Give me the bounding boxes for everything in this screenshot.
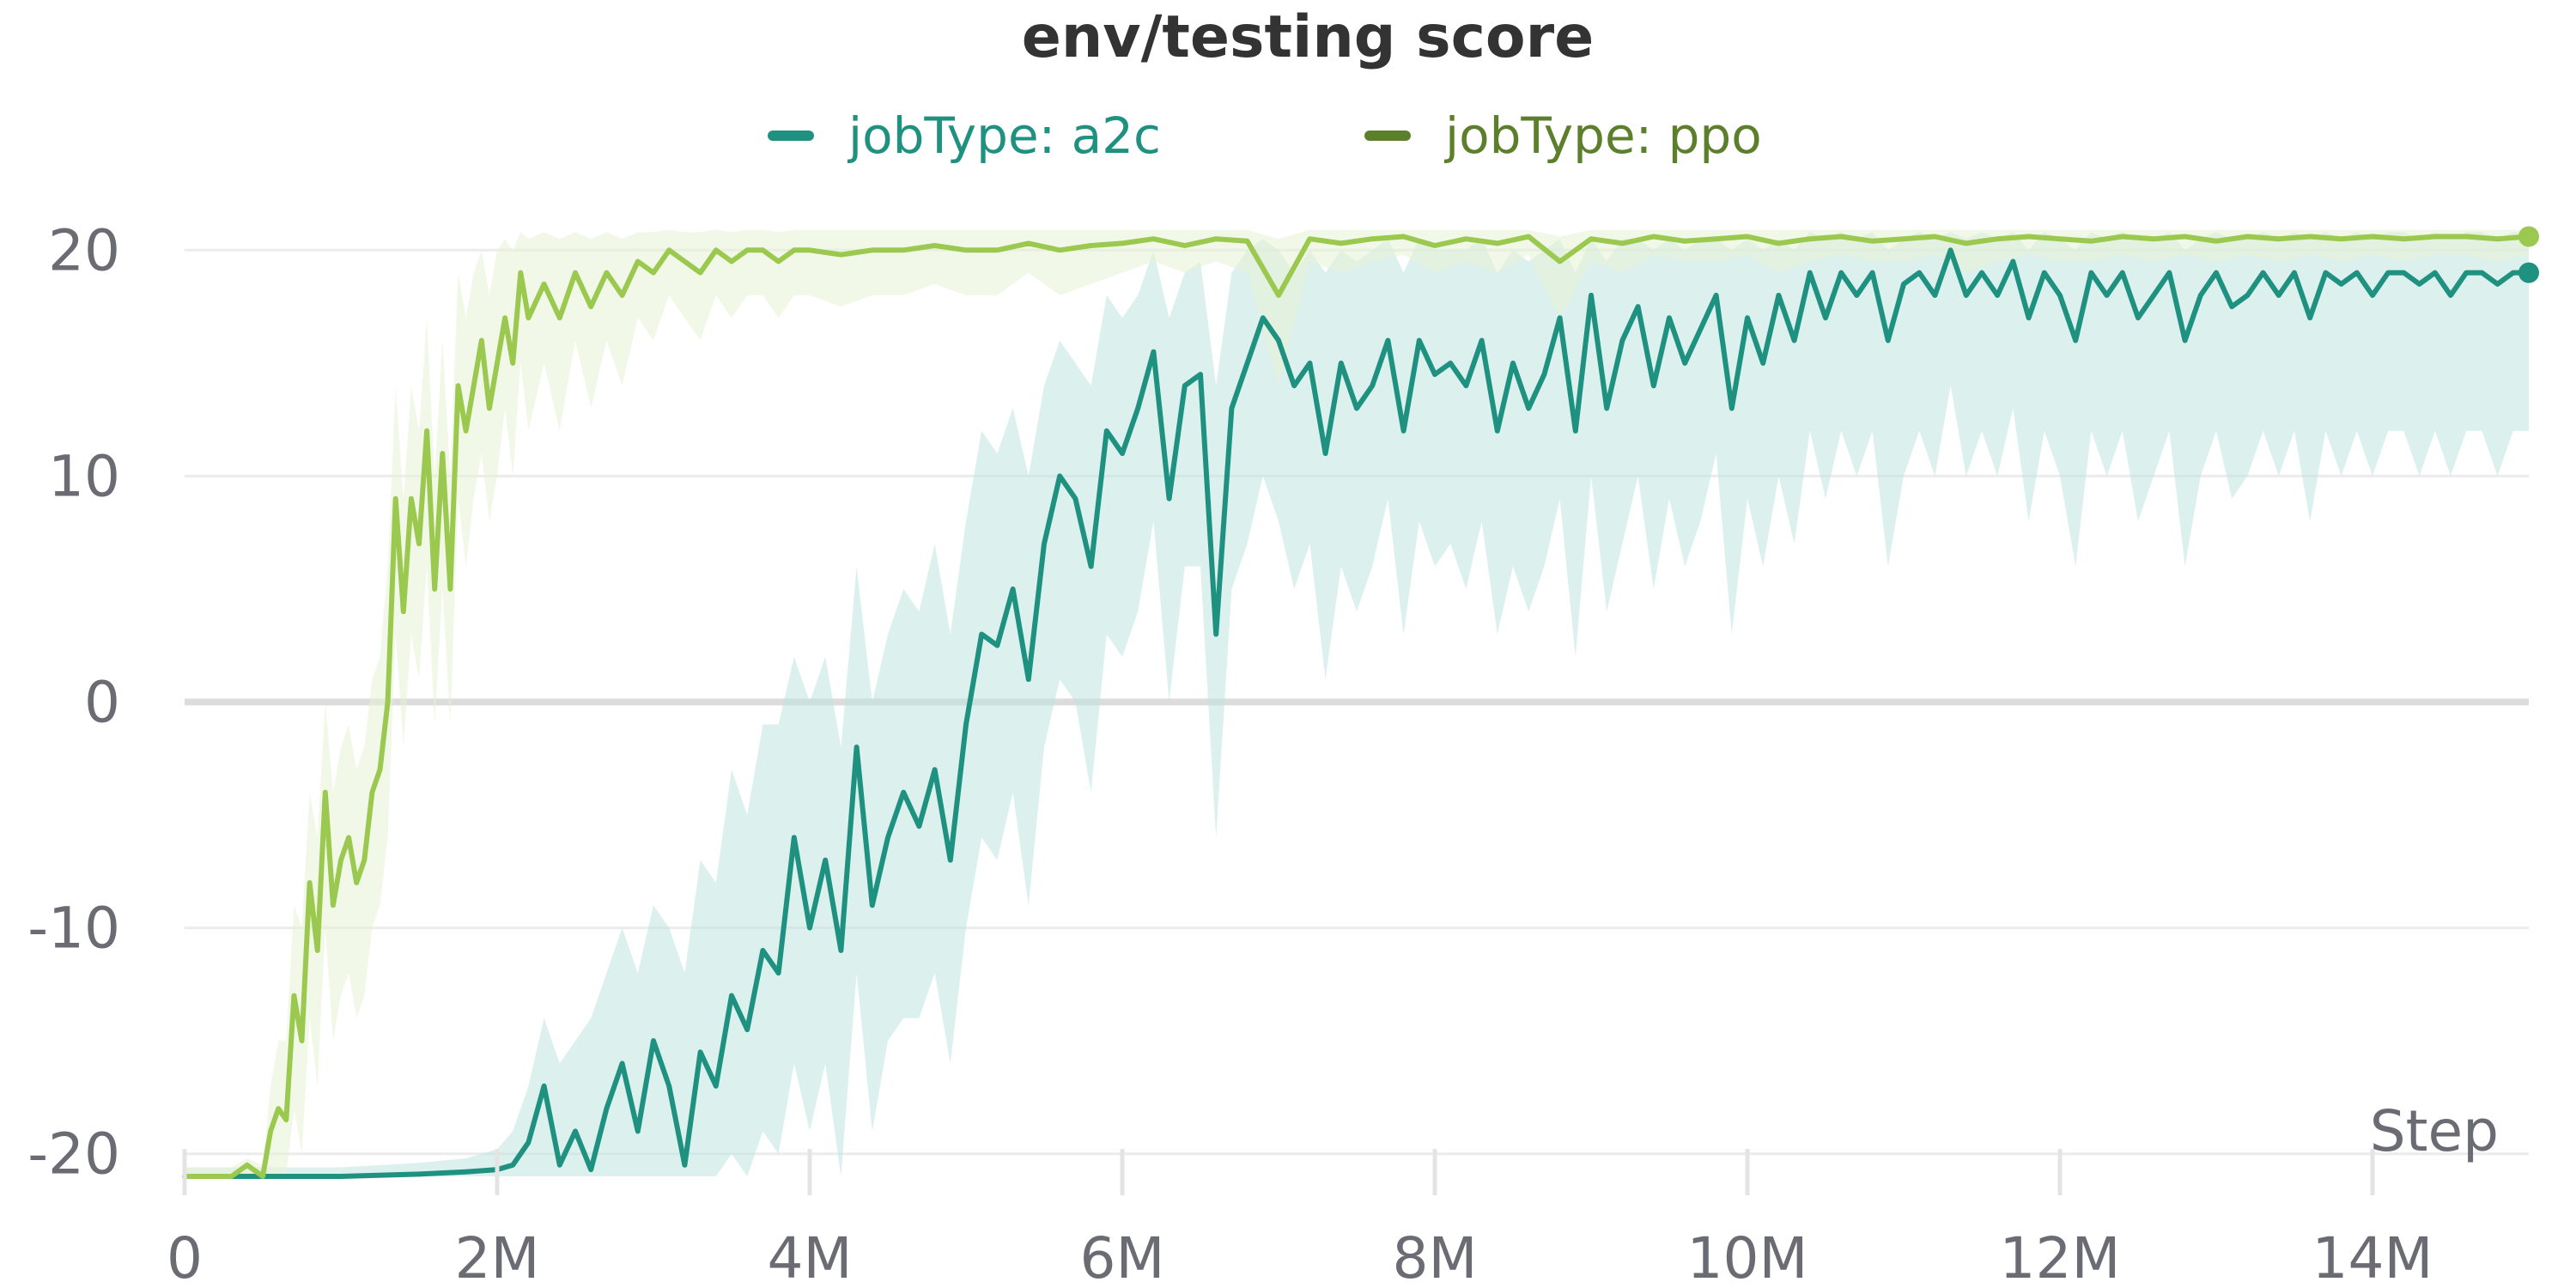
y-tick-label: -10 bbox=[27, 896, 120, 962]
x-tick-label: 10M bbox=[1687, 1225, 1808, 1288]
x-tick-label: 6M bbox=[1080, 1225, 1165, 1288]
x-tick-label: 2M bbox=[455, 1225, 540, 1288]
x-tick-label: 14M bbox=[2312, 1225, 2433, 1288]
series-line-jobtype-a2c bbox=[182, 247, 2531, 1179]
y-tick-label: 10 bbox=[48, 443, 120, 509]
confidence-bands bbox=[185, 229, 2529, 1177]
x-tick-label: 0 bbox=[167, 1225, 203, 1288]
legend-label: jobType: ppo bbox=[1443, 106, 1762, 165]
y-tick-label: 0 bbox=[84, 670, 120, 736]
x-axis-label: Step bbox=[2370, 1098, 2499, 1164]
series-lines bbox=[182, 234, 2531, 1179]
x-tick-label: 8M bbox=[1393, 1225, 1478, 1288]
band-jobtype-a2c bbox=[185, 232, 2529, 1176]
series-endpoints bbox=[2518, 226, 2539, 283]
y-tick-label: -20 bbox=[27, 1121, 120, 1188]
legend: jobType: a2c jobType: ppo bbox=[768, 106, 1762, 165]
x-tick-label: 4M bbox=[768, 1225, 853, 1288]
x-tick-label: 12M bbox=[2000, 1225, 2121, 1288]
endpoint-jobtype-a2c bbox=[2518, 262, 2539, 283]
legend-label: jobType: a2c bbox=[847, 106, 1161, 165]
series-line-jobtype-ppo bbox=[182, 234, 2531, 1179]
y-tick-label: 20 bbox=[48, 217, 120, 283]
chart-title: env/testing score bbox=[1022, 3, 1595, 71]
y-axis: 20 10 0 -10 -20 bbox=[27, 217, 120, 1187]
x-axis: 0 2M 4M 6M 8M 10M 12M 14M bbox=[167, 1149, 2433, 1288]
endpoint-jobtype-ppo bbox=[2518, 226, 2539, 247]
